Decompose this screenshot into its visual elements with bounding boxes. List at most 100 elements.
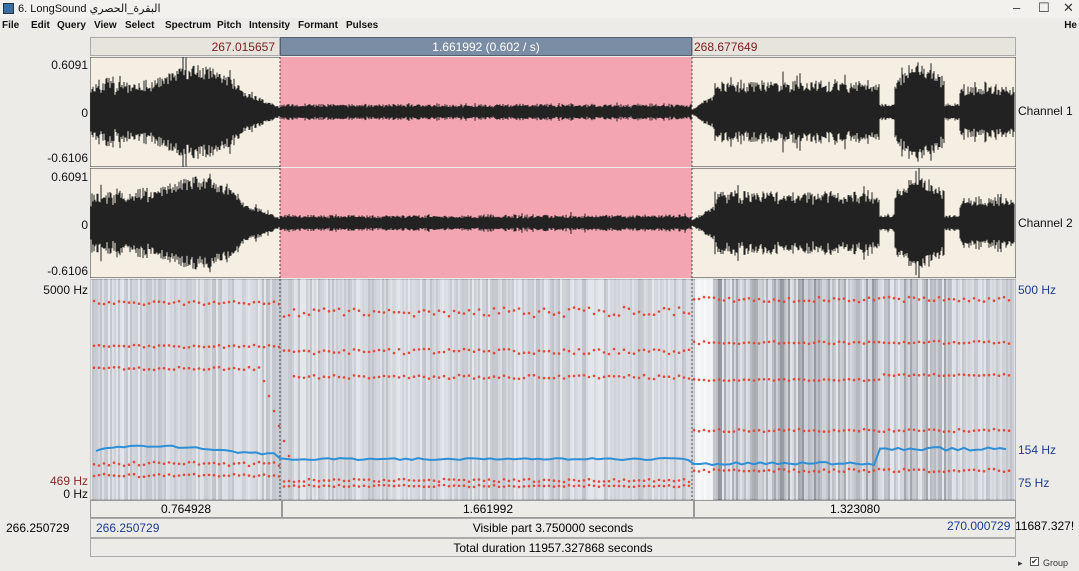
scroll-right-icon[interactable]: ▸ (1018, 558, 1023, 568)
formant-4-point (872, 298, 876, 302)
formant-2-point (712, 379, 716, 382)
selection-header[interactable]: 267.015657 1.661992 (0.602 / s) 268.6776… (90, 37, 1016, 56)
total-duration-bar[interactable]: Total duration 11957.327868 seconds (90, 538, 1016, 557)
formant-3-point (772, 339, 776, 343)
formant-3-point (847, 342, 851, 346)
spectrogram-column (766, 279, 768, 500)
formant-1-point (467, 480, 471, 483)
formant-0-point (272, 474, 276, 477)
spectrogram-column (532, 279, 534, 500)
spectrogram-column (310, 279, 312, 500)
formant-4-point (772, 298, 776, 301)
channel-1-label[interactable]: Channel 1 (1018, 104, 1073, 118)
spectrogram-column (94, 279, 96, 500)
spectrogram-column (510, 279, 512, 500)
spectrogram-column (980, 279, 982, 500)
duration-selection[interactable]: 1.661992 (282, 500, 694, 518)
spectrogram-column (682, 279, 684, 500)
formant-3-point (932, 339, 936, 343)
formant-0-point (517, 485, 521, 489)
formant-3-point (977, 339, 981, 343)
formant-1-point (367, 478, 371, 481)
spectrogram-column (146, 279, 148, 500)
menu-query[interactable]: Query (57, 20, 86, 31)
menu-file[interactable]: File (2, 20, 20, 31)
formant-1-point (757, 428, 761, 432)
formant-0-point (192, 472, 196, 476)
duration-right[interactable]: 1.323080 (694, 500, 1016, 518)
selection-left-segment[interactable]: 267.015657 (90, 37, 280, 56)
spectrogram-column (334, 279, 336, 500)
formant-4-point (187, 301, 191, 304)
spectrogram-column (328, 279, 330, 500)
spectrogram-column (966, 279, 968, 500)
formant-4-point (597, 309, 601, 312)
formant-1-point (577, 479, 581, 483)
formant-4-point (457, 311, 461, 314)
menu-pulses[interactable]: Pulses (346, 20, 379, 31)
close-icon[interactable]: ✕ (1063, 0, 1074, 15)
formant-3-point (787, 341, 791, 344)
formant-4-point (152, 300, 156, 303)
formant-3-point (832, 342, 836, 346)
formant-0-point (297, 485, 301, 488)
formant-4-point (537, 310, 541, 313)
spectrogram-column (832, 279, 834, 500)
menu-pitch[interactable]: Pitch (217, 20, 242, 31)
spectrogram-panel[interactable] (90, 279, 1016, 500)
formant-1-point (602, 480, 606, 483)
spectrogram-column (822, 279, 824, 500)
waveform-channel-1[interactable] (90, 57, 1016, 167)
menu-select[interactable]: Select (125, 20, 155, 31)
formant-2-point (567, 374, 571, 378)
spectrogram-column (148, 279, 150, 500)
spectrogram-column (1012, 279, 1014, 500)
formant-0-point (942, 470, 946, 474)
menu-intensity[interactable]: Intensity (249, 20, 291, 31)
spectrogram-column (898, 279, 900, 500)
group-checkbox[interactable]: ✔ (1030, 557, 1039, 566)
formant-3-point (947, 342, 951, 345)
visible-part-bar[interactable]: Visible part 3.750000 seconds (90, 518, 1016, 538)
formant-1-point (857, 429, 861, 433)
duration-left[interactable]: 0.764928 (90, 500, 282, 518)
menu-view[interactable]: View (94, 20, 117, 31)
formant-3-point (257, 345, 261, 348)
formant-4-point (317, 309, 321, 312)
formant-3-point (612, 347, 616, 351)
formant-2-point (727, 379, 731, 382)
formant-4-point (127, 301, 131, 304)
selection-length[interactable]: 1.661992 (0.602 / s) (280, 37, 692, 56)
waveform-channel-2[interactable] (90, 168, 1016, 278)
formant-2-point (347, 377, 351, 380)
channel-2-label[interactable]: Channel 2 (1018, 216, 1073, 230)
spectrogram-column (796, 279, 798, 500)
menu-spectrum[interactable]: Spectrum (165, 20, 212, 31)
formant-3-point (232, 344, 236, 347)
formant-0-point (907, 468, 911, 472)
formant-0-point (607, 484, 611, 488)
spectrogram-column (852, 279, 854, 500)
menu-help[interactable]: He (1064, 20, 1077, 31)
selection-right-segment[interactable]: 268.677649 (692, 37, 1016, 56)
formant-3-point (147, 344, 151, 348)
minimize-icon[interactable]: – (1013, 0, 1021, 15)
spectrogram-column (424, 279, 426, 500)
spectrogram-column (264, 279, 266, 500)
formant-2-point (217, 365, 221, 369)
menu-edit[interactable]: Edit (31, 20, 50, 31)
menu-formant[interactable]: Formant (298, 20, 338, 31)
maximize-icon[interactable]: ☐ (1038, 0, 1050, 15)
formant-0-point (167, 473, 171, 476)
formant-2-point (657, 374, 661, 377)
formant-3-point (152, 346, 156, 349)
formant-0-point (217, 475, 221, 478)
formant-4-point (347, 309, 351, 313)
spectrogram-column (652, 279, 654, 500)
formant-3-point (107, 345, 111, 348)
formant-1-point (787, 428, 791, 431)
formant-2-point (127, 367, 131, 370)
formant-0-point (872, 469, 876, 472)
spectrogram-column (750, 279, 752, 500)
formant-0-point (622, 484, 626, 488)
